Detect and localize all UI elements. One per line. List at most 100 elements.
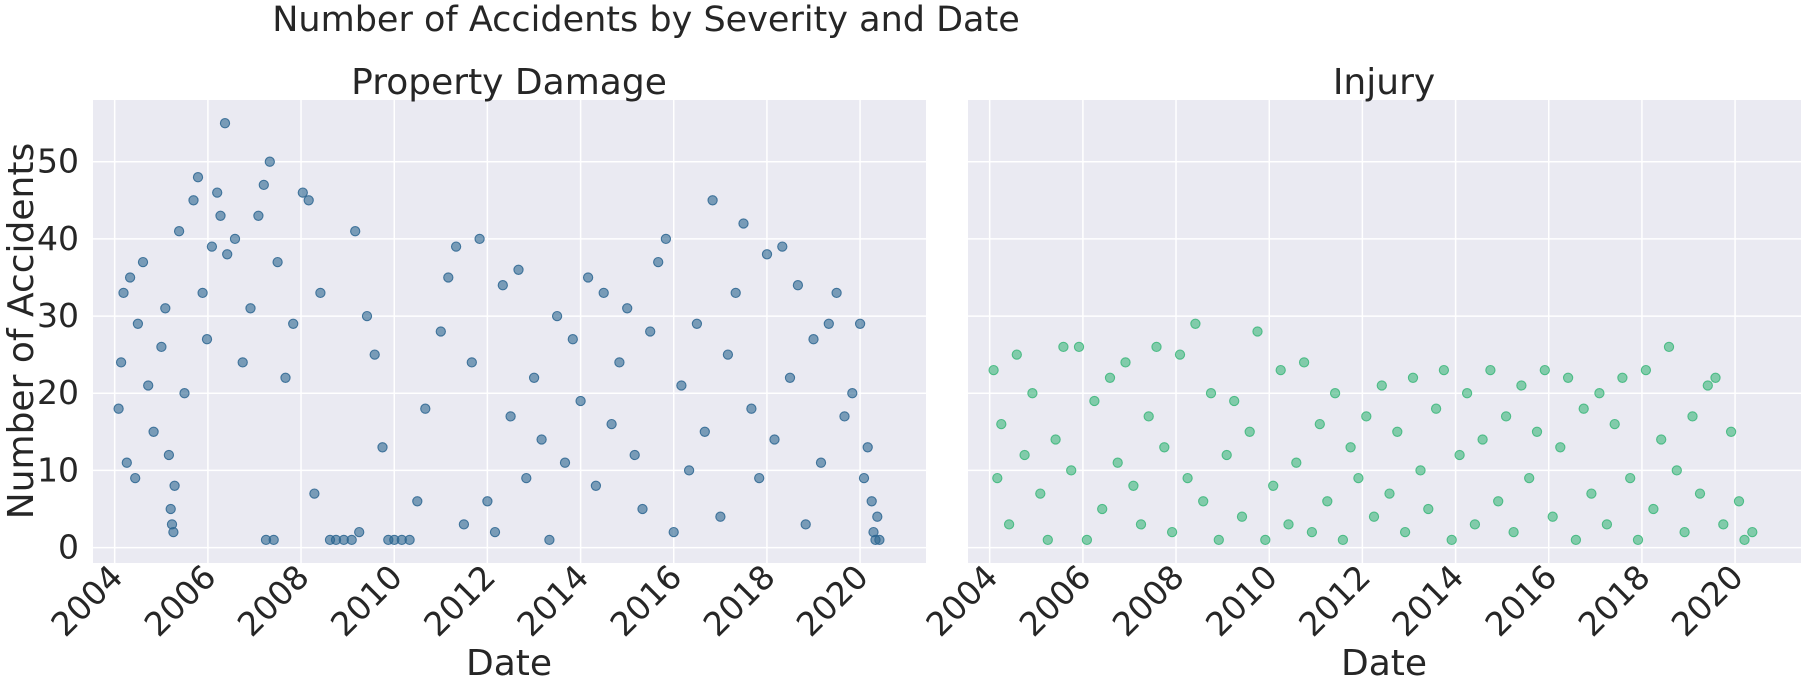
data-point-property-damage	[808, 334, 819, 345]
data-point-injury	[1555, 442, 1566, 453]
data-point-injury	[1081, 534, 1093, 546]
data-point-injury	[1446, 534, 1457, 546]
data-point-injury	[1190, 318, 1201, 329]
data-point-injury	[1625, 472, 1636, 484]
data-point-property-damage	[350, 226, 361, 237]
data-point-injury	[1042, 534, 1053, 546]
data-point-property-damage	[165, 503, 176, 515]
data-point-injury	[1399, 526, 1411, 538]
data-point-property-damage	[173, 226, 185, 237]
data-point-injury	[1329, 388, 1341, 399]
data-point-property-damage	[474, 233, 485, 245]
data-point-property-damage	[489, 526, 501, 538]
data-point-property-damage	[614, 357, 625, 368]
data-point-property-damage	[264, 156, 275, 167]
data-point-injury	[1361, 411, 1372, 422]
data-point-property-damage	[668, 526, 679, 538]
data-point-injury	[1586, 488, 1597, 499]
data-point-property-damage	[715, 511, 726, 522]
data-point-property-damage	[722, 349, 734, 360]
y-tick-labels: 0 10 20 30 40 50	[37, 142, 79, 567]
data-point-injury	[1143, 411, 1154, 422]
data-point-injury	[1135, 519, 1147, 530]
panel-title-property-damage: Property Damage	[351, 62, 667, 103]
x-tick-label-property-damage: 2010	[323, 557, 410, 644]
data-point-property-damage	[237, 357, 248, 368]
data-point-injury	[1384, 488, 1395, 499]
y-tick-label: 0	[58, 528, 79, 567]
data-point-injury	[1493, 496, 1504, 507]
data-point-injury	[1415, 465, 1426, 476]
data-point-injury	[1454, 449, 1465, 461]
y-tick-label: 50	[37, 142, 79, 181]
data-point-property-damage	[629, 449, 640, 461]
data-point-property-damage	[645, 326, 656, 337]
x-tick-label-injury: 2006	[1012, 557, 1099, 644]
data-point-property-damage	[268, 534, 279, 546]
data-point-injury	[1058, 341, 1069, 353]
data-point-injury	[1725, 426, 1737, 437]
x-tick-label-injury: 2010	[1198, 557, 1285, 644]
y-tick-label: 30	[37, 296, 79, 335]
data-point-property-damage	[188, 195, 199, 206]
data-point-property-damage	[420, 403, 431, 414]
data-point-injury	[1407, 372, 1419, 383]
data-point-injury	[1663, 341, 1675, 353]
data-point-property-damage	[361, 310, 373, 322]
x-axis-label-injury: Date	[1341, 643, 1427, 684]
data-point-injury	[1485, 364, 1496, 376]
data-point-property-damage	[450, 241, 462, 252]
data-point-injury	[1097, 503, 1108, 515]
x-tick-label-injury: 2004	[918, 557, 1005, 644]
data-point-injury	[1283, 519, 1294, 530]
y-tick-label: 10	[37, 450, 79, 489]
data-point-property-damage	[505, 411, 516, 422]
data-point-property-damage	[130, 472, 141, 484]
data-point-property-damage	[229, 233, 241, 245]
data-point-property-damage	[354, 526, 365, 538]
data-point-property-damage	[169, 480, 180, 491]
data-point-injury	[1694, 488, 1706, 499]
data-point-injury	[1205, 388, 1217, 399]
data-point-property-damage	[179, 388, 190, 399]
data-point-injury	[1159, 442, 1170, 453]
data-point-property-damage	[699, 426, 710, 437]
data-point-property-damage	[201, 334, 213, 345]
data-point-injury	[1601, 519, 1613, 530]
data-point-property-damage	[854, 318, 866, 329]
data-point-injury	[1112, 457, 1123, 468]
data-point-property-damage	[637, 503, 648, 515]
data-point-injury	[1198, 496, 1209, 507]
x-tick-label-property-damage: 2006	[137, 557, 224, 644]
data-point-property-damage	[730, 287, 741, 299]
data-point-injury	[1306, 526, 1318, 538]
data-point-injury	[1260, 534, 1271, 546]
data-point-injury	[1252, 326, 1263, 337]
data-point-property-damage	[784, 372, 796, 383]
data-point-property-damage	[219, 118, 231, 129]
y-tick-label: 20	[37, 373, 79, 412]
x-tick-label-property-damage: 2020	[789, 557, 876, 644]
data-point-property-damage	[143, 380, 154, 391]
data-point-property-damage	[559, 457, 571, 468]
data-point-property-damage	[777, 241, 788, 252]
data-point-injury	[1128, 480, 1139, 491]
plot-area-injury	[968, 100, 1801, 563]
data-point-injury	[1268, 480, 1279, 491]
data-point-property-damage	[412, 496, 423, 507]
x-axis-label-property-damage: Date	[466, 643, 552, 684]
data-point-injury	[1368, 511, 1380, 522]
x-tick-label-injury: 2018	[1571, 557, 1658, 644]
data-point-property-damage	[551, 310, 563, 322]
data-point-property-damage	[691, 318, 703, 329]
data-point-injury	[1547, 511, 1558, 522]
x-tick-label-property-damage: 2012	[416, 557, 503, 644]
y-tick-label: 40	[37, 219, 79, 258]
data-point-injury	[996, 418, 1007, 430]
data-point-injury	[1229, 395, 1240, 407]
data-point-property-damage	[297, 187, 308, 198]
data-point-injury	[1632, 534, 1644, 546]
data-point-property-damage	[346, 534, 357, 546]
data-point-injury	[1089, 395, 1100, 407]
